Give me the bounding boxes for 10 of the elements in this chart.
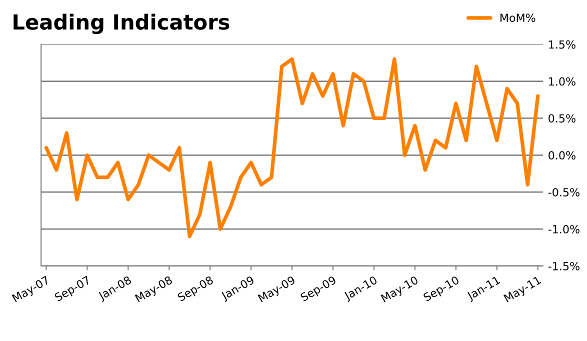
y-tick-label: 0.5% [548,114,576,123]
y-tick-label: 0.0% [548,151,576,160]
y-tick-label: -1.0% [548,225,580,234]
y-tick-label: 1.5% [549,40,576,49]
line-series [44,57,540,238]
chart-title: Leading Indicators [14,14,230,34]
legend-label: MoM% [500,14,536,22]
y-tick-label: -0.5% [548,188,580,196]
y-tick-label: -1.5% [548,262,580,270]
y-tick-label: 1.0% [549,77,576,86]
